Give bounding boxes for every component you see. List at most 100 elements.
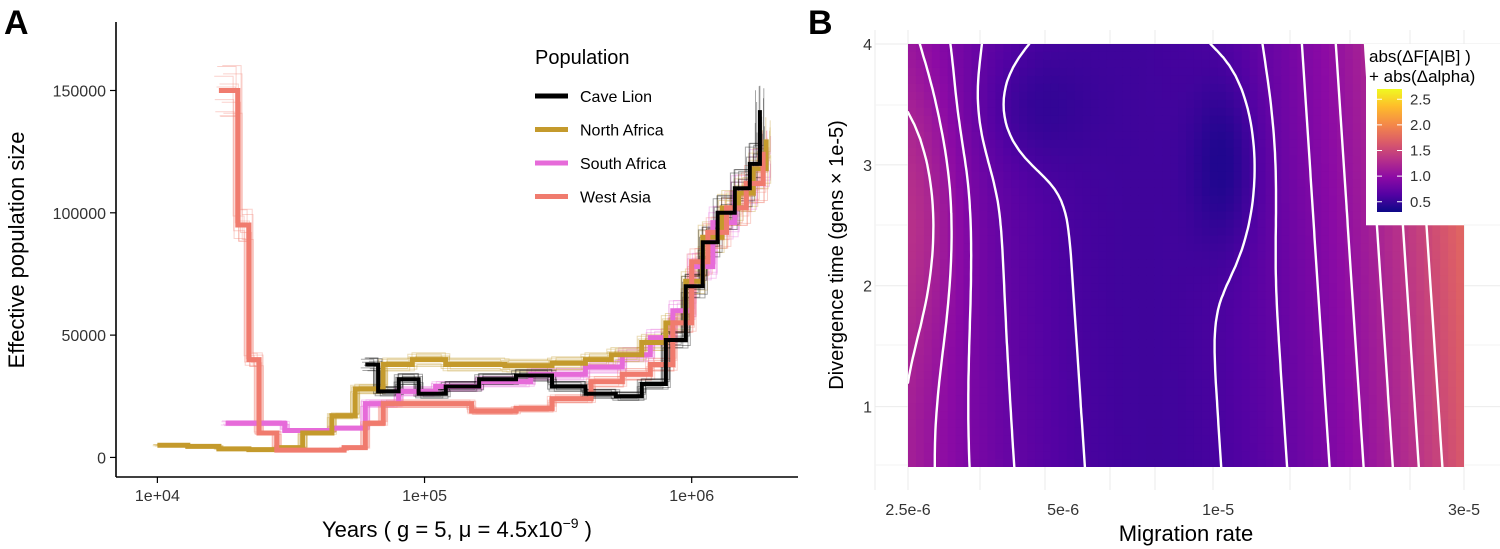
heatmap-cell [1098,251,1108,261]
heatmap-cell [1376,395,1386,404]
heatmap-cell [1138,419,1147,428]
heatmap-cell [1313,363,1322,372]
heatmap-cell [1440,403,1449,412]
heatmap-cell [987,195,996,205]
heatmap-cell [955,363,965,372]
heatmap-cell [1297,219,1306,229]
heatmap-cell [1400,355,1409,364]
heatmap-cell [1440,307,1449,316]
heatmap-cell [1058,171,1068,181]
heatmap-cell [1448,251,1457,261]
y-tick-label: 50000 [62,328,107,345]
heatmap-cell [1114,83,1124,93]
heatmap-cell [1130,387,1139,396]
heatmap-cell [1162,51,1171,61]
heatmap-cell [1154,235,1163,245]
heatmap-cell [1297,363,1306,372]
heatmap-cell [1114,179,1124,189]
heatmap-cell [1003,299,1012,308]
heatmap-cell [1400,427,1409,436]
heatmap-cell [1106,403,1116,412]
heatmap-cell [908,451,917,460]
heatmap-cell [923,243,933,253]
heatmap-cell [1122,355,1131,364]
heatmap-cell [1321,243,1330,253]
heatmap-cell [1074,347,1084,356]
heatmap-cell [947,155,957,165]
heatmap-cell [1154,315,1163,324]
heatmap-cell [1440,443,1449,452]
heatmap-cell [1265,387,1274,396]
heatmap-cell [1408,411,1417,420]
heatmap-cell [1201,59,1211,69]
heatmap-cell [1201,451,1211,460]
heatmap-cell [1019,155,1028,165]
heatmap-cell [1432,331,1441,340]
heatmap-cell [1225,51,1235,61]
heatmap-cell [1106,355,1116,364]
heatmap-cell [1209,427,1219,436]
heatmap-cell [1066,347,1076,356]
bootstrap-line [369,88,765,393]
heatmap-cell [1027,107,1036,117]
heatmap-cell [963,243,973,253]
heatmap-cell [931,283,941,293]
heatmap-cell [1138,107,1147,117]
heatmap-cell [1440,411,1449,420]
heatmap-cell [1313,347,1322,356]
heatmap-cell [939,307,949,316]
heatmap-cell [1265,427,1274,436]
heatmap-cell [1233,363,1243,372]
heatmap-cell [955,323,965,332]
heatmap-cell [1146,171,1155,181]
heatmap-cell [995,411,1004,420]
heatmap-cell [1281,131,1290,141]
heatmap-cell [1241,219,1251,229]
heatmap-cell [1170,395,1179,404]
heatmap-cell [1162,123,1171,133]
heatmap-cell [1074,139,1084,149]
heatmap-cell [1233,403,1243,412]
heatmap-cell [1050,379,1060,388]
heatmap-cell [1313,339,1322,348]
heatmap-cell [1313,44,1322,53]
heatmap-cell [1193,259,1203,269]
heatmap-cell [1241,419,1251,428]
heatmap-cell [1193,211,1203,221]
heatmap-cell [1281,291,1290,300]
heatmap-cell [1098,195,1108,205]
heatmap-cell [1050,195,1060,205]
heatmap-cell [1281,203,1290,213]
heatmap-cell [1162,435,1171,444]
heatmap-cell [1090,411,1100,420]
heatmap-cell [1170,347,1179,356]
legend-title: Population [535,47,630,69]
heatmap-cell [1074,459,1084,467]
heatmap-cell [1321,211,1330,221]
heatmap-cell [1178,339,1187,348]
heatmap-cell [1146,411,1155,420]
heatmap-cell [1058,107,1068,117]
heatmap-cell [1035,219,1044,229]
heatmap-cell [1281,83,1290,93]
heatmap-cell [1170,155,1179,165]
heatmap-cell [1201,187,1211,197]
heatmap-cell [1170,203,1179,213]
heatmap-cell [971,331,981,340]
heatmap-cell [1352,123,1362,133]
heatmap-cell [1035,363,1044,372]
heatmap-cell [1376,387,1386,396]
heatmap-cell [1201,259,1211,269]
heatmap-cell [1241,163,1251,173]
heatmap-cell [1154,203,1163,213]
heatmap-cell [1011,363,1020,372]
heatmap-cell [1416,387,1425,396]
heatmap-cell [947,291,957,300]
heatmap-cell [1090,67,1100,77]
heatmap-cell [1328,67,1338,77]
heatmap-cell [1328,387,1338,396]
heatmap-cell [947,163,957,173]
heatmap-cell [1344,315,1354,324]
heatmap-cell [955,427,965,436]
